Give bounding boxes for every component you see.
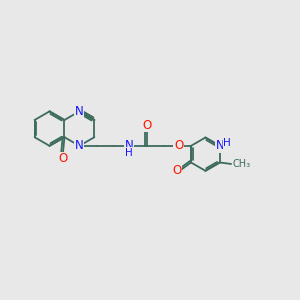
- Text: N: N: [75, 139, 84, 152]
- Text: O: O: [172, 164, 182, 177]
- Text: H: H: [224, 139, 231, 148]
- Text: O: O: [174, 139, 183, 152]
- Text: N: N: [215, 139, 224, 152]
- Text: O: O: [58, 152, 68, 165]
- Text: H: H: [125, 148, 133, 158]
- Text: CH₃: CH₃: [232, 159, 250, 169]
- Text: O: O: [142, 118, 151, 131]
- Text: N: N: [125, 139, 134, 152]
- Text: N: N: [75, 105, 84, 118]
